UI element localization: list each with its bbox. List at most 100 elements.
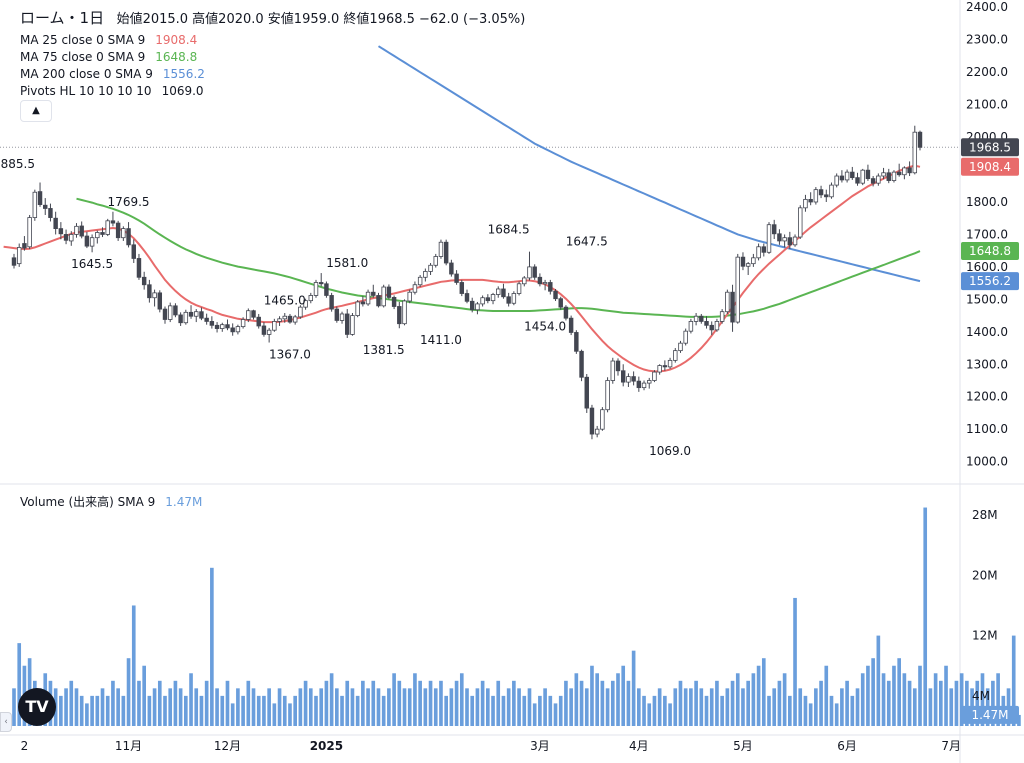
price-tick-label: 1100.0 [966,422,1008,436]
volume-label: Volume (出来高) SMA 9 [20,495,156,509]
candle [240,317,246,329]
candle-body [69,234,74,242]
volume-legend[interactable]: Volume (出来高) SMA 9 1.47M [20,493,202,510]
volume-bar [168,688,173,726]
candle-body [235,326,241,333]
candle-body [438,241,444,257]
volume-bar [459,673,464,726]
candle-body [641,382,647,389]
volume-bar [558,695,563,726]
volume-bar [439,680,443,726]
volume-bar [600,680,605,726]
candle [844,169,850,183]
pivot-label: 1465.0 [264,294,306,308]
candle-body [912,131,918,174]
candle [204,313,209,325]
volume-bar [772,688,777,726]
volume-bar [246,680,251,726]
volume-bar [923,507,928,726]
tradingview-logo-icon[interactable]: TV [18,688,56,726]
candle-body [339,313,345,321]
candle [636,376,642,392]
volume-bar [704,695,709,726]
candle-body [907,167,912,174]
candle [542,279,548,291]
volume-bar [829,695,834,726]
candle-body [225,324,230,329]
volume-bar [444,695,448,726]
volume-bar [12,688,16,726]
volume-bar [361,680,365,726]
candle [891,170,897,183]
candle-body [329,295,334,310]
symbol-name[interactable]: ローム・1日 [20,9,105,27]
candle-body [652,371,657,381]
volume-bar [111,680,115,726]
candle [167,302,173,323]
volume-bar [975,680,980,726]
volume-bar [215,688,219,726]
candle [725,289,730,314]
price-tag-ma25: 1908.4 [961,157,1019,176]
candle [251,309,256,320]
candle [63,229,69,245]
volume-bar [548,695,553,726]
candle-body [917,131,923,148]
volume-bar [756,665,761,726]
candle [506,292,511,307]
legend-pivots[interactable]: Pivots HL 10 10 10 10 1069.0 [20,83,525,100]
legend-ma200[interactable]: MA 200 close 0 SMA 9 1556.2 [20,66,525,83]
candle-body [136,258,142,278]
candle [469,297,475,313]
candle-body [501,288,506,298]
pivots-label: Pivots HL 10 10 10 10 [20,84,152,98]
candle [850,166,855,180]
candle-body [152,292,157,299]
candle-body [558,298,563,308]
candle-body [714,321,720,331]
volume-bar [939,680,943,726]
candle-body [63,234,69,241]
legend-collapse-button[interactable]: ▲ [20,100,52,122]
candle-body [157,292,163,310]
candle-body [600,409,605,430]
candle [318,273,324,287]
candle-body [704,321,709,326]
candle-body [876,175,881,184]
price-tick-label: 2100.0 [966,98,1008,112]
candle [131,239,136,264]
candle-body [16,247,22,265]
side-panel-handle[interactable]: ‹ [0,712,12,732]
volume-bar [689,688,693,726]
volume-bar [881,673,886,726]
volume-bar [491,695,495,726]
candle-body [350,315,355,335]
legend-title: ローム・1日 始値2015.0 高値2020.0 安値1959.0 終値1968… [20,8,525,30]
volume-bar [616,673,620,726]
volume-bar [95,695,100,726]
volume-bar [163,695,167,726]
volume-bar [678,680,683,726]
volume-bar [777,680,782,726]
candle [824,189,829,202]
candle [704,316,709,329]
candle [136,253,142,280]
candle-body [194,311,199,317]
legend-ma75[interactable]: MA 75 close 0 SMA 9 1648.8 [20,49,525,66]
candle-body [282,315,287,320]
volume-value: 1.47M [165,495,203,509]
volume-bar [834,703,839,726]
candle-body [214,324,220,329]
volume-bar [538,695,542,726]
candle [443,239,449,266]
volume-bar [897,658,901,726]
candle-body [449,262,454,275]
candle-body [220,324,225,329]
candle [865,164,871,181]
legend-ma25[interactable]: MA 25 close 0 SMA 9 1908.4 [20,32,525,49]
candle [32,189,38,221]
volume-bar [517,688,521,726]
candle-body [782,237,787,242]
volume-bar [178,688,183,726]
